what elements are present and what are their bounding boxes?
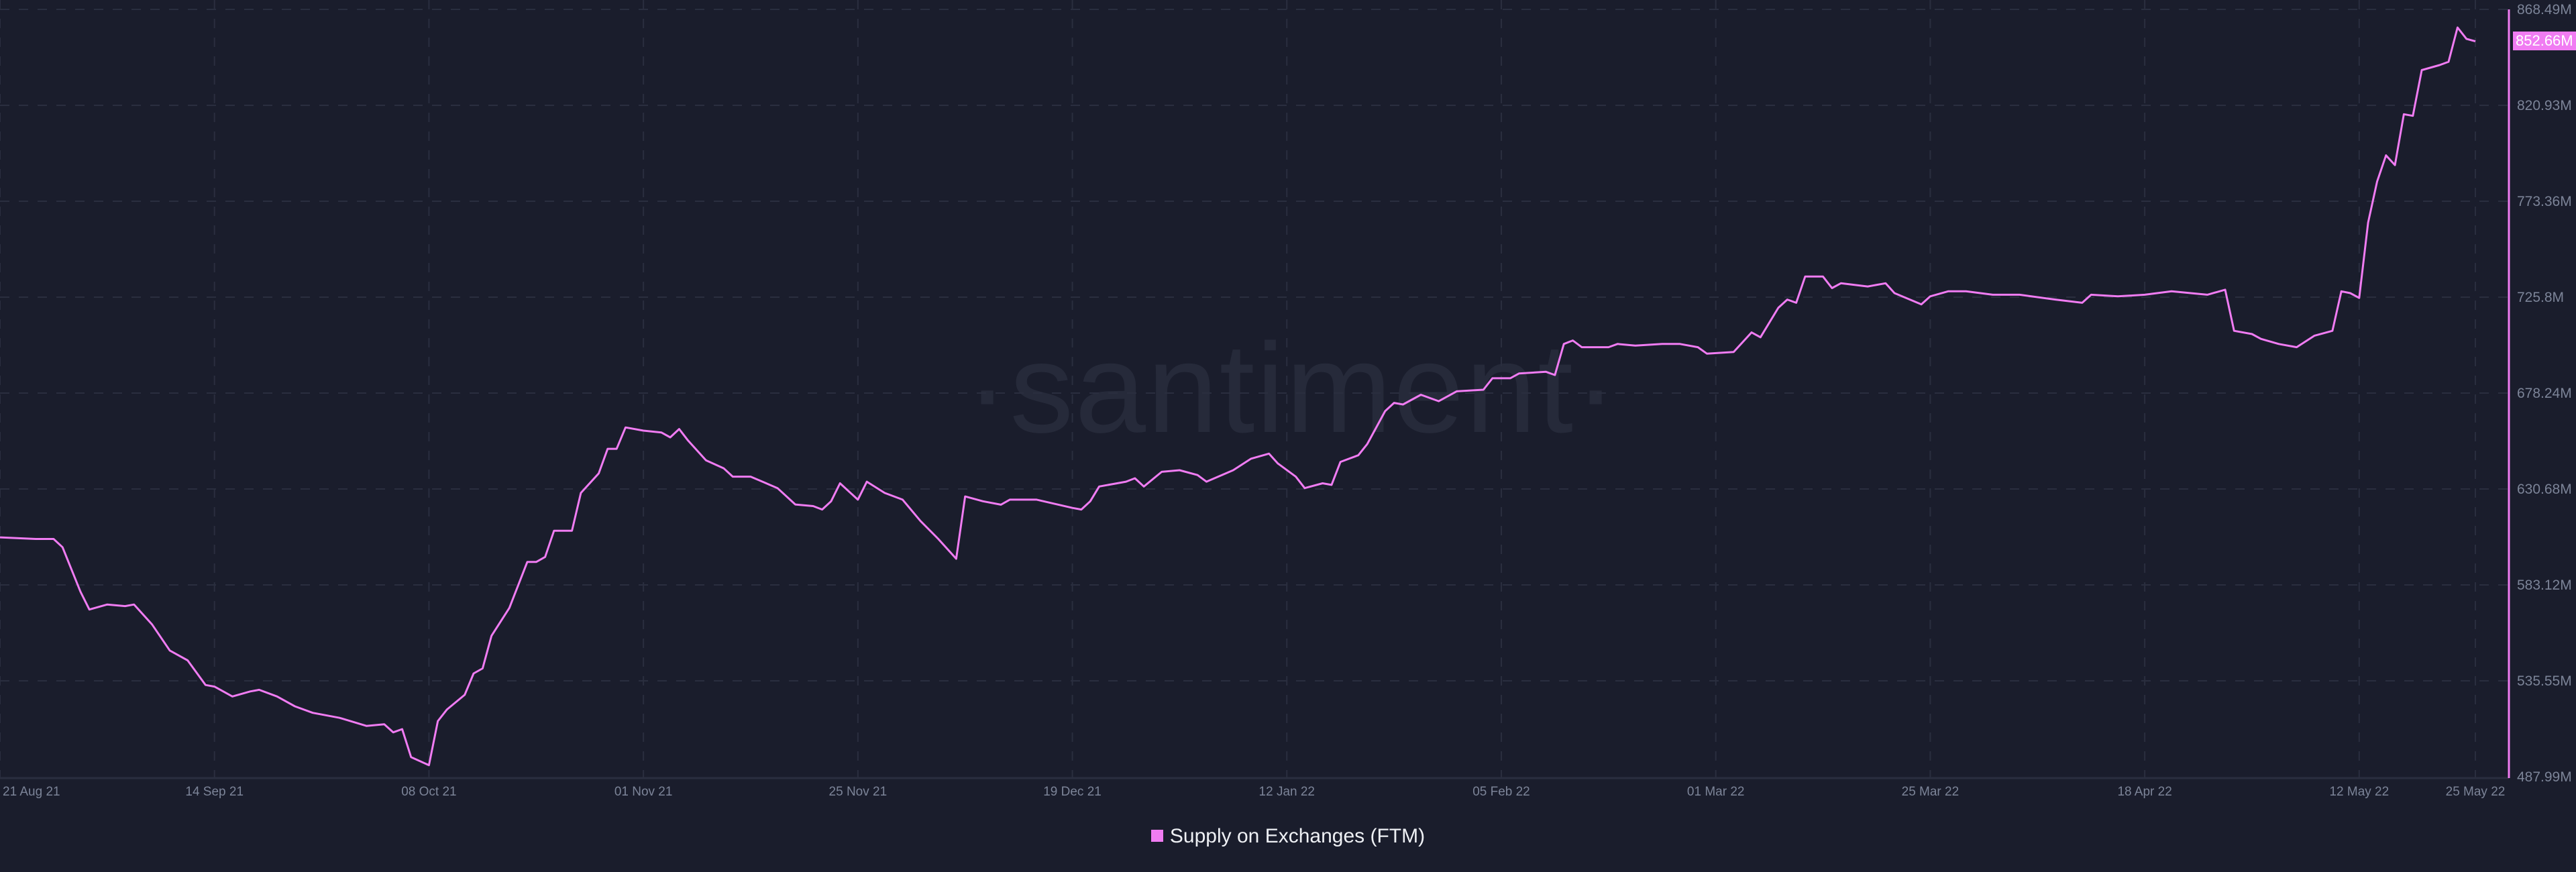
x-tick-label: 19 Dec 21	[1043, 785, 1102, 799]
x-tick-label: 05 Feb 22	[1472, 785, 1530, 799]
x-axis-labels: 21 Aug 21 14 Sep 21 08 Oct 21 01 Nov 21 25 N…	[3, 785, 2505, 799]
horizontal-gridlines	[0, 9, 2508, 682]
x-tick-label: 25 Mar 22	[1902, 785, 1960, 799]
y-tick-label: 820.93M	[2517, 98, 2572, 113]
y-tick-label: 725.8M	[2517, 290, 2564, 305]
y-tick-label: 773.36M	[2517, 194, 2572, 209]
x-tick-label: 14 Sep 21	[185, 785, 244, 799]
y-tick-label: 868.49M	[2517, 2, 2572, 17]
x-tick-label: 21 Aug 21	[3, 785, 60, 799]
current-value-badge: 852.66M	[2513, 32, 2576, 50]
y-axis-labels: 868.49M 820.93M 773.36M 725.8M 678.24M 630.68…	[2517, 2, 2572, 785]
legend-label[interactable]: Supply on Exchanges (FTM)	[1169, 825, 1426, 847]
santiment-watermark: ·santiment·	[966, 317, 1619, 459]
y-tick-label: 630.68M	[2517, 482, 2572, 497]
vertical-gridlines	[0, 0, 2476, 778]
x-tick-label: 25 May 22	[2446, 785, 2506, 799]
x-tick-label: 08 Oct 21	[401, 785, 456, 799]
x-tick-label: 01 Mar 22	[1687, 785, 1745, 799]
legend-swatch	[1150, 830, 1163, 842]
x-tick-label: 12 Jan 22	[1259, 785, 1315, 799]
y-tick-label: 583.12M	[2517, 578, 2572, 593]
x-tick-label: 18 Apr 22	[2117, 785, 2171, 799]
series-line-supply-on-exchanges	[0, 26, 2476, 767]
x-tick-label: 01 Nov 21	[614, 785, 673, 799]
x-tick-label: 25 Nov 21	[829, 785, 888, 799]
x-tick-label: 12 May 22	[2329, 785, 2389, 799]
y-tick-label: 678.24M	[2517, 386, 2572, 401]
legend: Supply on Exchanges (FTM)	[0, 825, 2576, 848]
y-tick-label: 487.99M	[2517, 769, 2572, 785]
y-tick-label: 535.55M	[2517, 673, 2572, 689]
